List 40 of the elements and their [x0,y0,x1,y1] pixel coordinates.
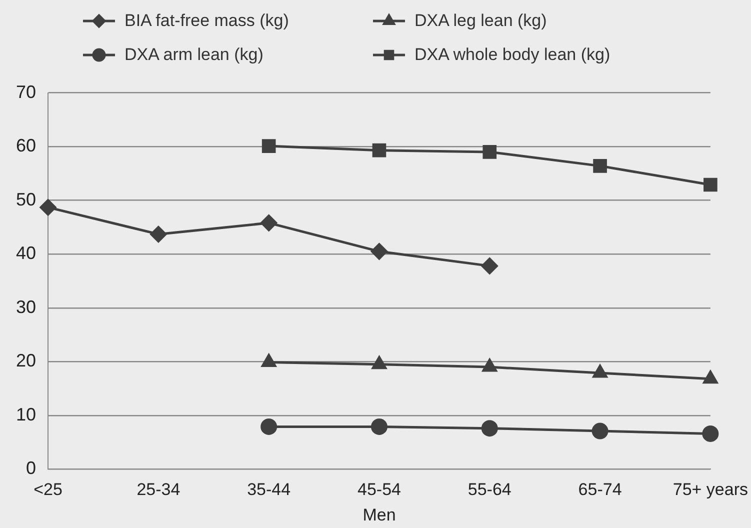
x-tick-label: 55-64 [468,480,512,500]
point [704,178,718,192]
point [593,159,607,173]
legend-label: DXA whole body lean (kg) [414,45,610,65]
point [481,420,498,437]
point [260,214,278,232]
point [482,358,497,372]
x-tick-label: 35-44 [247,480,291,500]
y-tick-label: 0 [26,458,36,478]
legend-label: DXA leg lean (kg) [414,11,547,31]
point [482,145,497,159]
point [481,258,498,274]
point [372,143,386,158]
y-tick-label: 10 [16,404,36,424]
y-tick-label: 20 [16,350,36,371]
y-tick-label: 50 [16,189,36,210]
y-tick-label: 40 [16,243,36,264]
point [262,139,276,153]
x-tick-label: 45-54 [357,480,401,500]
y-tick-label: 70 [16,82,36,102]
point [262,354,276,367]
point [702,425,719,442]
point [370,243,388,260]
y-tick-label: 60 [16,136,36,156]
x-tick-label: 65-74 [578,480,622,500]
y-tick-label: 30 [16,296,36,317]
point [372,356,387,370]
point [150,226,167,242]
x-tick-label: <25 [34,480,62,500]
point [703,370,718,384]
point [370,418,388,435]
point [592,422,608,440]
point [260,418,278,435]
x-axis-title: Men [362,505,396,524]
point [40,199,56,216]
point [592,364,608,378]
legend-label: BIA fat-free mass (kg) [124,11,289,31]
x-tick-label: 25-34 [136,480,180,500]
x-tick-label: 75+ years [672,480,748,500]
legend-label: DXA arm lean (kg) [124,45,264,65]
